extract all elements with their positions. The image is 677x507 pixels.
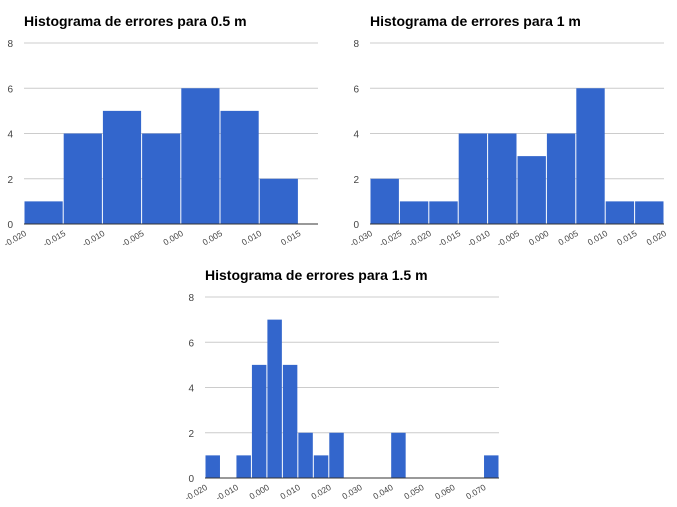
histogram-bar: [236, 455, 251, 478]
histogram-bar: [267, 319, 282, 478]
x-tick-label: -0.010: [81, 228, 107, 249]
x-tick-label: 0.070: [464, 482, 488, 501]
y-tick-label: 6: [188, 338, 194, 349]
y-tick-label: 0: [353, 220, 359, 231]
histogram-bar: [251, 364, 267, 478]
histogram-bar: [313, 455, 329, 478]
x-tick-label: 0.005: [201, 228, 225, 247]
x-tick-label: -0.010: [214, 482, 240, 503]
histogram-bar: [488, 133, 517, 224]
chart-title: Histograma de errores para 1 m: [370, 13, 581, 29]
histogram-bar: [282, 364, 298, 478]
x-tick-label: 0.020: [645, 228, 669, 247]
histogram-bar: [24, 201, 63, 224]
histogram-bar: [399, 201, 429, 224]
x-tick-label: -0.020: [2, 228, 28, 249]
histogram-panel-1m: Histograma de errores para 1 m 0 2 4 6 8 -0.0…: [340, 0, 677, 260]
x-tick-label: 0.000: [161, 228, 185, 247]
x-tick-label: -0.005: [120, 228, 146, 249]
y-tick-label: 2: [353, 175, 359, 186]
chart-title: Histograma de errores para 0.5 m: [24, 13, 247, 29]
x-tick-label: -0.020: [407, 228, 433, 249]
y-tick-label: 4: [353, 130, 359, 141]
histogram-bar: [102, 110, 142, 224]
x-tick-label: 0.040: [371, 482, 395, 501]
x-tick-label: -0.005: [495, 228, 521, 249]
y-tick-label: 0: [188, 474, 194, 485]
histogram-panel-1-5m: Histograma de errores para 1.5 m 0 2 4 6 8 -0…: [175, 262, 505, 507]
y-tick-label: 4: [7, 130, 13, 141]
x-tick-label: 0.050: [402, 482, 426, 501]
y-tick-label: 8: [353, 39, 359, 50]
histogram-bar: [370, 178, 399, 224]
histogram-chart: 0 2 4 6 8 -0.030 -0.025 -0.020 -0.015 -0.010 -0.00…: [348, 39, 669, 249]
histogram-bar: [576, 88, 605, 224]
x-tick-label: 0.000: [527, 228, 551, 247]
histogram-bar: [391, 432, 406, 478]
histogram-bar: [205, 455, 220, 478]
x-tick-label: 0.015: [615, 228, 639, 247]
histogram-bar: [63, 133, 102, 224]
histogram-bar: [458, 133, 488, 224]
histogram-bar: [298, 432, 313, 478]
x-tick-label: 0.060: [433, 482, 457, 501]
x-tick-label: 0.010: [240, 228, 264, 247]
y-tick-label: 8: [7, 39, 13, 50]
histogram-chart: 0 2 4 6 8 -0.020 -0.010 0.000 0.010 0.020 0.030 0.0…: [183, 293, 499, 503]
histogram-chart: 0 2 4 6 8 -0.020 -0.015 -0.010 -0.005 0.000 0.005 0…: [2, 39, 318, 249]
x-tick-label: 0.010: [278, 482, 302, 501]
histogram-bar: [484, 455, 499, 478]
x-tick-label: -0.010: [466, 228, 492, 249]
histogram-panel-0-5m: Histograma de errores para 0.5 m 0 2 4 6 8 -0…: [0, 0, 330, 260]
histogram-bar: [429, 201, 458, 224]
y-tick-label: 2: [7, 175, 13, 186]
histogram-bar: [635, 201, 664, 224]
x-tick-label: 0.015: [279, 228, 303, 247]
chart-title: Histograma de errores para 1.5 m: [205, 267, 428, 283]
histogram-bar: [181, 88, 220, 224]
x-tick-label: 0.010: [586, 228, 610, 247]
histogram-bar: [142, 133, 181, 224]
y-tick-label: 4: [188, 384, 194, 395]
x-tick-label: -0.020: [183, 482, 209, 503]
histogram-bar: [605, 201, 635, 224]
x-tick-label: -0.025: [378, 228, 404, 249]
y-tick-label: 8: [188, 293, 194, 304]
x-tick-label: -0.015: [436, 228, 462, 249]
y-tick-label: 0: [7, 220, 13, 231]
x-tick-label: 0.005: [556, 228, 580, 247]
histogram-bar: [220, 110, 259, 224]
y-tick-label: 6: [7, 84, 13, 95]
y-tick-label: 6: [353, 84, 359, 95]
histogram-bar: [259, 178, 298, 224]
histogram-bar: [546, 133, 576, 224]
x-tick-label: -0.015: [41, 228, 67, 249]
x-tick-label: 0.020: [309, 482, 333, 501]
x-tick-label: -0.030: [348, 228, 374, 249]
histogram-bar: [517, 156, 546, 224]
x-tick-label: 0.000: [247, 482, 271, 501]
y-tick-label: 2: [188, 429, 194, 440]
histogram-bar: [329, 432, 344, 478]
x-tick-label: 0.030: [340, 482, 364, 501]
